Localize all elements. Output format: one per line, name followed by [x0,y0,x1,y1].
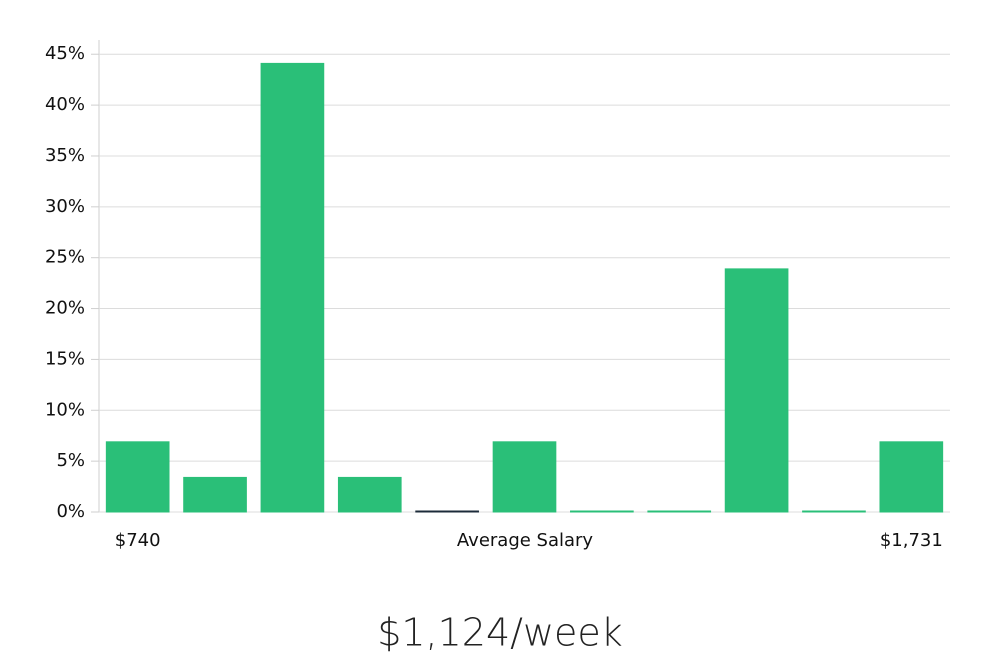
x-tick-label: $740 [115,530,161,551]
x-axis-label: Average Salary [457,530,594,551]
bar [415,510,479,513]
y-tick-label: 45% [45,43,85,64]
bar [570,510,634,513]
bar [492,441,557,513]
y-tick-label: 15% [45,348,85,369]
bar [802,510,866,513]
y-tick-label: 35% [45,145,85,166]
bar [337,476,402,513]
salary-annotation: $1,124/week [377,611,623,655]
y-tick-label: 0% [56,501,85,522]
y-tick-label: 10% [45,399,85,420]
y-tick-label: 25% [45,247,85,268]
bar [105,441,170,513]
bar [879,441,944,513]
y-tick-label: 30% [45,196,85,217]
bar [183,476,247,513]
y-tick-label: 5% [56,450,85,471]
x-tick-label: $1,731 [880,530,943,551]
bar [647,510,712,513]
bar [260,62,325,513]
bar [724,268,789,513]
y-tick-label: 40% [45,94,85,115]
y-tick-label: 20% [45,298,85,319]
